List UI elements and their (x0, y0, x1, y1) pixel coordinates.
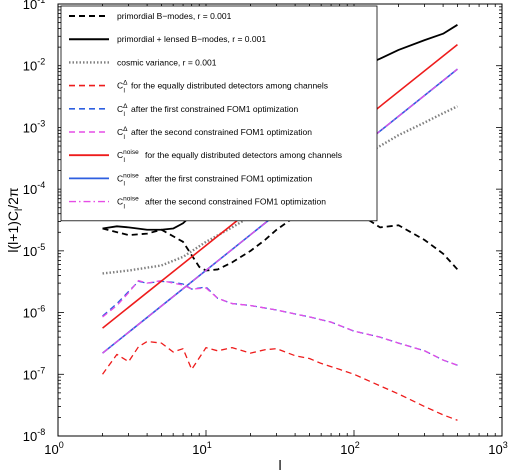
legend-entry-sub: l (124, 180, 126, 187)
legend-entry-rest: after the first constrained FOM1 optimiz… (131, 104, 299, 114)
legend-entry-symbol: C (117, 104, 123, 114)
x-tick-label-base: 10 (192, 442, 206, 457)
legend-entry-label: CΔ l after the first constrained FOM1 opti… (117, 103, 299, 118)
series-line-primordial (102, 201, 459, 272)
y-tick-label: 10-4 (23, 180, 45, 197)
legend-entry-rest: after the second constrained FOM1 optimi… (131, 127, 312, 137)
y-tick-label-exp: -1 (37, 0, 45, 5)
legend-entry-text: cosmic variance, r = 0.001 (117, 57, 217, 67)
legend-entry-rest: after the second constrained FOM1 optimi… (145, 197, 326, 207)
series-line-noise-second (102, 68, 458, 354)
legend: primordial B−modes, r = 0.001 primordial … (60, 5, 378, 222)
legend-entry-label: Cnoise l after the second constrained FOM1… (117, 196, 326, 211)
x-tick-label-base: 10 (44, 442, 58, 457)
y-tick-label: 10-6 (23, 304, 45, 321)
y-tick-label: 10-3 (23, 118, 45, 135)
plot-frame (57, 3, 503, 437)
legend-entry-sup: Δ (123, 80, 128, 87)
x-tick-label-exp: 3 (503, 440, 508, 450)
x-tick-label: 102 (340, 440, 359, 457)
legend-entry-rest: for the equally distributed detectors am… (145, 150, 342, 160)
legend-entry-symbol: C (117, 81, 123, 91)
y-tick-label: 10-1 (23, 0, 45, 12)
y-tick-label: 10-5 (23, 242, 45, 259)
y-tick-label-exp: -6 (37, 304, 45, 314)
y-tick-label-exp: -7 (37, 365, 45, 375)
legend-entry-sup: noise (123, 149, 139, 156)
legend-entry-sup: Δ (123, 126, 128, 133)
y-axis-label: l(l+1)Cl/2π (5, 187, 25, 253)
x-tick-label: 101 (192, 440, 211, 457)
x-axis-label: l (278, 457, 281, 472)
legend-entry-rest: for the equally distributed detectors am… (131, 81, 328, 91)
series-line-delta-equal (102, 340, 458, 421)
y-tick-label-exp: -4 (37, 180, 45, 190)
x-tick-label-base: 10 (488, 442, 502, 457)
legend-entry-sub: l (124, 111, 126, 118)
legend-entry-label: primordial B−modes, r = 0.001 (117, 11, 232, 21)
legend-entry-sub: l (124, 88, 126, 95)
legend-entry-sub: l (124, 157, 126, 164)
y-tick-label: 10-7 (23, 365, 45, 382)
legend-entry-label: Cnoise l for the equally distributed detec… (117, 149, 342, 164)
x-tick-label-exp: 1 (207, 440, 212, 450)
legend-entry-symbol: C (117, 150, 123, 160)
legend-entry-symbol: C (117, 197, 123, 207)
legend-entry-sub: l (124, 204, 126, 211)
x-tick-label-exp: 0 (59, 440, 64, 450)
y-tick-label: 10-8 (23, 427, 45, 444)
x-tick-label: 100 (44, 440, 63, 457)
y-axis-label-suffix: /2π (5, 187, 21, 209)
legend-entry-symbol: C (117, 173, 123, 183)
legend-entry-label: cosmic variance, r = 0.001 (117, 57, 217, 67)
y-tick-label-exp: -2 (37, 57, 45, 67)
legend-entry-sup: Δ (123, 103, 128, 110)
x-tick-label-base: 10 (340, 442, 354, 457)
x-tick-label-exp: 2 (355, 440, 360, 450)
legend-entry-sup: noise (123, 172, 139, 179)
legend-entry-text: primordial + lensed B−modes, r = 0.001 (117, 34, 266, 44)
y-tick-label-exp: -5 (37, 242, 45, 252)
legend-entry-symbol: C (117, 127, 123, 137)
y-tick-label-base: 10 (23, 306, 37, 321)
legend-entry-sub: l (124, 134, 126, 141)
y-tick-label-base: 10 (23, 59, 37, 74)
legend-entry-text: primordial B−modes, r = 0.001 (117, 11, 232, 21)
x-tick-label: 103 (488, 440, 507, 457)
legend-entry-sup: noise (123, 196, 139, 203)
y-tick-label-base: 10 (23, 367, 37, 382)
y-tick-label: 10-2 (23, 57, 45, 74)
y-tick-label-base: 10 (23, 0, 37, 12)
y-tick-label-base: 10 (23, 120, 37, 135)
y-axis-label-prefix: l(l+1)C (5, 211, 21, 253)
y-axis-label-sub: l (14, 209, 25, 211)
legend-entry-label: Cnoise l after the first constrained FOM1 … (117, 172, 313, 187)
y-tick-label-exp: -8 (37, 427, 45, 437)
legend-entry-label: CΔ l for the equally distributed detectors… (117, 80, 328, 95)
legend-entry-rest: after the first constrained FOM1 optimiz… (145, 173, 313, 183)
y-tick-label-exp: -3 (37, 118, 45, 128)
legend-entry-label: CΔ l after the second constrained FOM1 opt… (117, 126, 312, 141)
y-tick-label-base: 10 (23, 182, 37, 197)
legend-entry-label: primordial + lensed B−modes, r = 0.001 (117, 34, 266, 44)
series-line-delta-second (102, 279, 458, 366)
legend-box (60, 5, 378, 222)
y-tick-label-base: 10 (23, 429, 37, 444)
y-tick-label-base: 10 (23, 244, 37, 259)
